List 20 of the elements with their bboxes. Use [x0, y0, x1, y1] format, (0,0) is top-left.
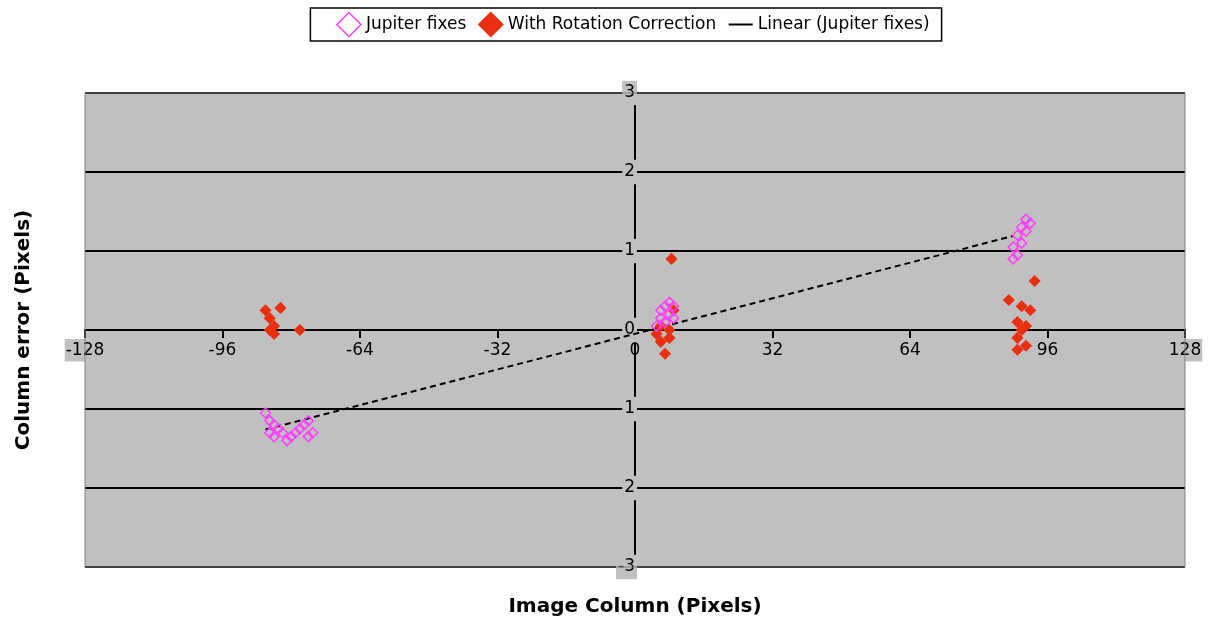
y-tick-label: 2	[624, 476, 635, 497]
x-tick-label: -128	[65, 338, 105, 359]
legend-label: Linear (Jupiter fixes)	[757, 12, 930, 33]
y-tick-label: 1	[624, 397, 635, 418]
y-tick-label: 2	[624, 160, 635, 181]
legend-label: With Rotation Correction	[507, 12, 717, 33]
x-tick-label: 96	[1036, 338, 1059, 359]
x-tick-label: -96	[208, 338, 237, 359]
y-tick-label: 3	[624, 81, 635, 102]
y-axis-title: Column error (Pixels)	[10, 209, 35, 451]
legend-label: Jupiter fixes	[364, 12, 467, 33]
x-tick-label: -32	[483, 338, 512, 359]
x-tick-label: 32	[761, 338, 784, 359]
x-tick-label: 64	[899, 338, 921, 359]
x-tick-label: -64	[346, 338, 374, 359]
x-axis-title: Image Column (Pixels)	[508, 593, 762, 618]
y-tick-label: -3	[618, 555, 635, 576]
y-tick-label: 1	[624, 239, 635, 260]
y-tick-label: 0	[624, 318, 635, 339]
x-tick-label: 128	[1168, 338, 1202, 359]
